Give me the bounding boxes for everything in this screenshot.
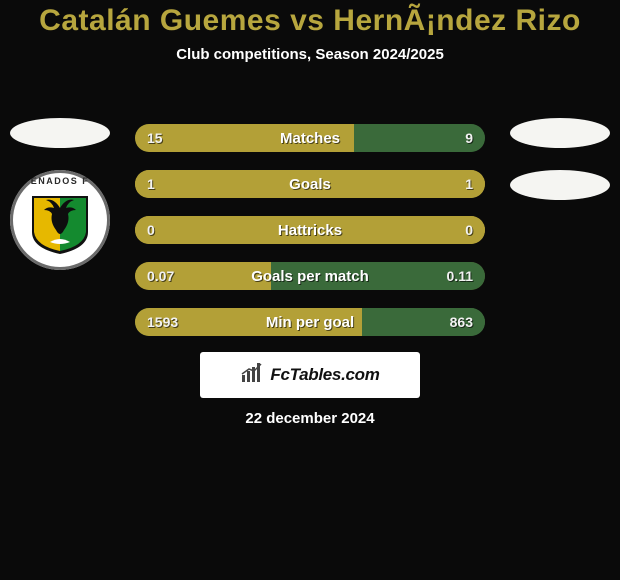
- avatars-left-col: ENADOS F: [10, 118, 110, 270]
- stat-bar-label: Min per goal: [135, 308, 485, 336]
- player-placeholder-oval: [10, 118, 110, 148]
- subtitle: Club competitions, Season 2024/2025: [0, 46, 620, 63]
- badge-arc-text: ENADOS F: [10, 176, 110, 186]
- stat-bar: Goals1 1: [135, 170, 485, 198]
- stat-bar-label: Hattricks: [135, 216, 485, 244]
- stat-bar-value-left: 1593: [147, 308, 178, 336]
- date-text: 22 december 2024: [0, 410, 620, 427]
- stat-bar: Goals per match0.07 0.11: [135, 262, 485, 290]
- bar-chart-icon: [240, 361, 264, 390]
- stat-bar-label: Goals per match: [135, 262, 485, 290]
- stat-bar-value-right: 863: [450, 308, 473, 336]
- stat-bar-value-left: 0: [147, 216, 155, 244]
- player-placeholder-oval: [510, 118, 610, 148]
- stat-bar-value-left: 15: [147, 124, 163, 152]
- stat-bar-label: Matches: [135, 124, 485, 152]
- stat-bar: Matches15 9: [135, 124, 485, 152]
- stat-bar-value-right: 9: [465, 124, 473, 152]
- badge-shield-icon: [28, 192, 92, 256]
- stat-bar: Min per goal1593 863: [135, 308, 485, 336]
- stat-bar-value-right: 1: [465, 170, 473, 198]
- stat-bar-value-right: 0.11: [447, 262, 473, 290]
- avatars-right-col: [510, 118, 610, 222]
- footer-logo-text: FcTables.com: [270, 365, 379, 385]
- stat-bars: Matches15 9 Goals1 1 Hattricks0 0 Goals per ma…: [135, 124, 485, 354]
- stat-bar-value-right: 0: [465, 216, 473, 244]
- stat-bar-value-left: 1: [147, 170, 155, 198]
- player-placeholder-oval: [510, 170, 610, 200]
- page-title: Catalán Guemes vs HernÃ¡ndez Rizo: [0, 4, 620, 38]
- footer-logo: FcTables.com: [200, 352, 420, 398]
- stat-bar: Hattricks0 0: [135, 216, 485, 244]
- stat-bar-label: Goals: [135, 170, 485, 198]
- stat-bar-value-left: 0.07: [147, 262, 174, 290]
- team-badge-left: ENADOS F: [10, 170, 110, 270]
